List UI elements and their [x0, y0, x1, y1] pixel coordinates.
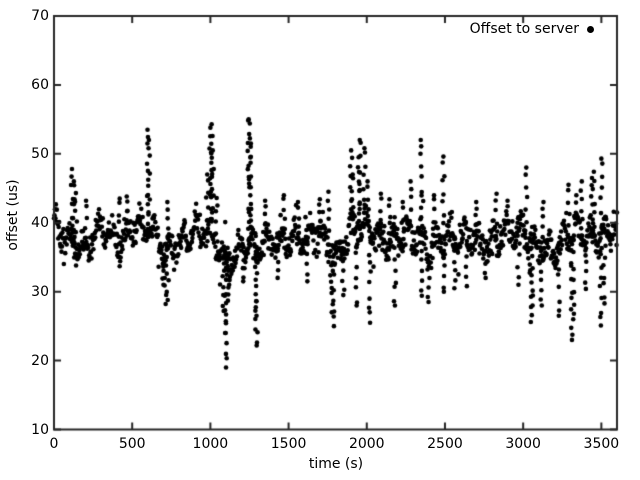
y-tick-label: 70 — [31, 8, 49, 24]
legend: Offset to server — [470, 21, 594, 37]
x-tick-label: 3500 — [583, 436, 620, 452]
y-tick-label: 60 — [31, 76, 49, 93]
y-tick-label: 20 — [31, 352, 49, 369]
y-tick-label: 30 — [31, 283, 49, 300]
x-tick-label: 2500 — [427, 436, 463, 452]
x-tick-label: 500 — [118, 436, 146, 452]
x-tick-label: 3000 — [505, 436, 541, 452]
x-tick-label: 1500 — [270, 436, 307, 452]
y-tick-label: 50 — [31, 145, 49, 162]
y-tick-label: 10 — [31, 421, 49, 438]
x-tick-label: 0 — [49, 436, 59, 452]
x-axis-label: time (s) — [308, 456, 364, 472]
x-tick-label: 2000 — [348, 436, 385, 452]
legend-label: Offset to server — [469, 21, 579, 37]
y-tick-label: 40 — [31, 214, 49, 231]
x-tick-label: 1000 — [192, 436, 229, 452]
filled-circle-marker-icon — [587, 25, 594, 33]
